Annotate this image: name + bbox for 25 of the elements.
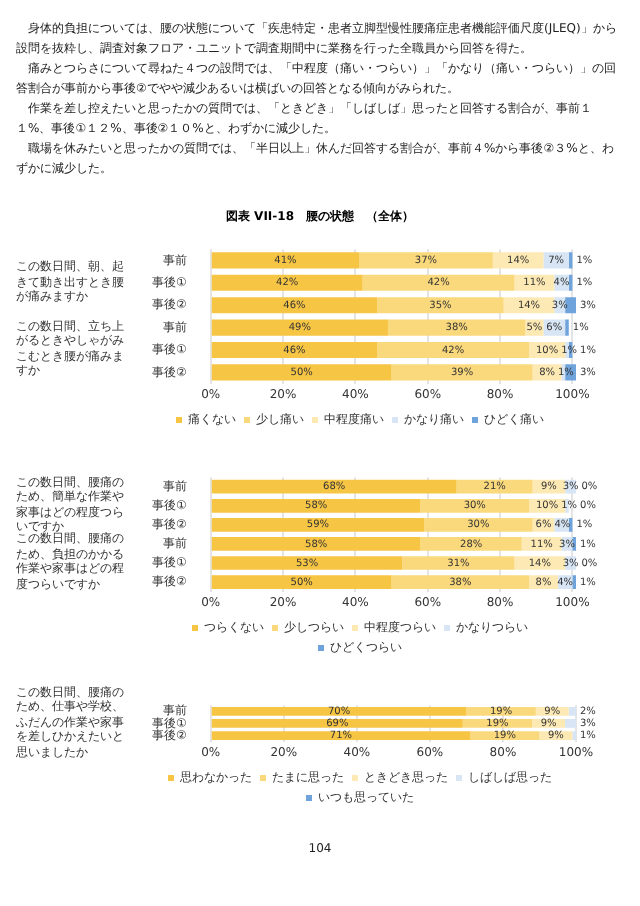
bar — [402, 556, 515, 570]
bar — [211, 498, 421, 513]
bar — [420, 498, 529, 513]
bar — [211, 537, 421, 551]
bar — [211, 297, 378, 314]
bar — [211, 364, 392, 381]
bar — [387, 319, 526, 336]
bar — [377, 341, 529, 359]
bar — [211, 274, 363, 291]
bar — [211, 556, 403, 570]
bar — [420, 537, 522, 551]
bar — [211, 319, 388, 336]
bar — [565, 297, 576, 314]
bar — [211, 518, 425, 532]
bar — [359, 252, 493, 269]
bar — [424, 518, 533, 532]
bar — [211, 252, 360, 269]
bar — [391, 575, 529, 589]
bar — [377, 297, 504, 314]
bar — [211, 479, 457, 494]
bar — [211, 341, 378, 359]
bar — [391, 364, 533, 381]
bar — [211, 575, 392, 589]
bar — [456, 479, 533, 494]
bar — [362, 274, 515, 291]
